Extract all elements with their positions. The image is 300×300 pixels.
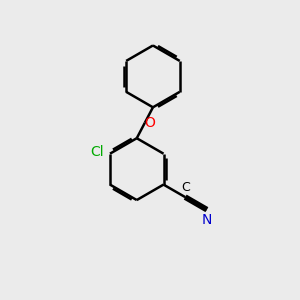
Text: C: C (181, 181, 190, 194)
Text: Cl: Cl (90, 145, 104, 159)
Text: N: N (202, 213, 212, 227)
Text: O: O (145, 116, 156, 130)
